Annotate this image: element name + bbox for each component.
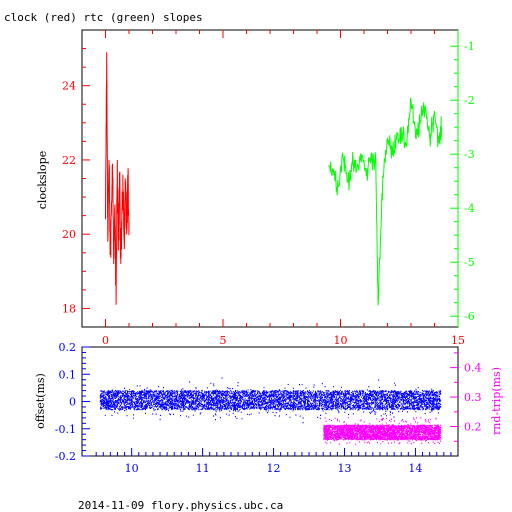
bottom-x-tick-label: 10 [125,462,139,475]
top-series [105,52,443,306]
bottom-x-tick-label: 12 [267,462,281,475]
top-panel: 0 5 10 15 18 20 22 24 -6 -5 -4 -3 -2 -1 clockslope [36,29,475,347]
series-points-rnd-trip [323,417,442,445]
top-left-y-tick-label: 24 [62,80,76,93]
top-right-y-tick-label: -5 [464,256,475,269]
chart-title: clock (red) rtc (green) slopes [4,11,203,24]
bottom-left-y-tick-label: 0.2 [59,341,77,354]
bottom-x-tick-label: 13 [337,462,351,475]
bottom-right-y-tick-label: 0.4 [464,362,482,375]
top-left-y-tick-label: 18 [62,302,76,315]
top-x-tick-label: 15 [451,334,465,347]
top-right-y-tick-label: -1 [464,40,475,53]
bottom-panel: 10 11 12 13 14 -0.2 -0.1 0 0.1 0.2 0.2 0.3 0.4 offse… [34,341,503,475]
bottom-right-y-axis-label: rnd-trip(ms) [490,367,503,435]
top-plot-frame [81,29,459,328]
top-x-tick-label: 10 [334,334,348,347]
series-points-offset [99,377,442,424]
bottom-left-y-tick-label: 0.1 [59,368,77,381]
top-right-y-tick-label: -6 [464,310,475,323]
series-line-clock [105,52,130,305]
bottom-left-y-axis-label: offset(ms) [34,373,47,429]
series-line-rtc [328,97,443,306]
top-left-y-tick-label: 22 [62,154,76,167]
bottom-left-y-tick-label: 0 [69,396,76,409]
bottom-ticks: 10 11 12 13 14 -0.2 -0.1 0 0.1 0.2 0.2 0.3 0.4 [55,341,482,475]
bottom-right-y-tick-label: 0.2 [464,421,482,434]
bottom-x-tick-label: 11 [196,462,210,475]
footer-text: 2014-11-09 flory.physics.ubc.ca [78,499,283,512]
bottom-series [99,377,442,445]
top-x-tick-label: 0 [102,334,109,347]
bottom-x-tick-label: 14 [408,462,422,475]
bottom-left-y-tick-label: -0.1 [55,423,76,436]
top-right-y-tick-label: -4 [464,202,475,215]
top-right-y-tick-label: -2 [464,94,475,107]
top-left-y-tick-label: 20 [62,228,76,241]
top-right-y-tick-label: -3 [464,148,475,161]
bottom-right-y-tick-label: 0.3 [464,391,482,404]
bottom-left-y-tick-label: -0.2 [55,450,76,463]
top-x-tick-label: 5 [220,334,227,347]
top-y-axis-label: clockslope [36,151,49,209]
top-ticks: 0 5 10 15 18 20 22 24 -6 -5 -4 -3 -2 -1 [62,30,475,347]
